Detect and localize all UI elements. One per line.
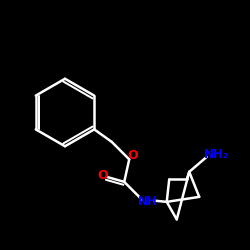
Text: NH₂: NH₂ [204, 148, 229, 161]
Text: NH: NH [138, 196, 158, 208]
Text: O: O [98, 169, 108, 182]
Text: O: O [128, 149, 138, 162]
